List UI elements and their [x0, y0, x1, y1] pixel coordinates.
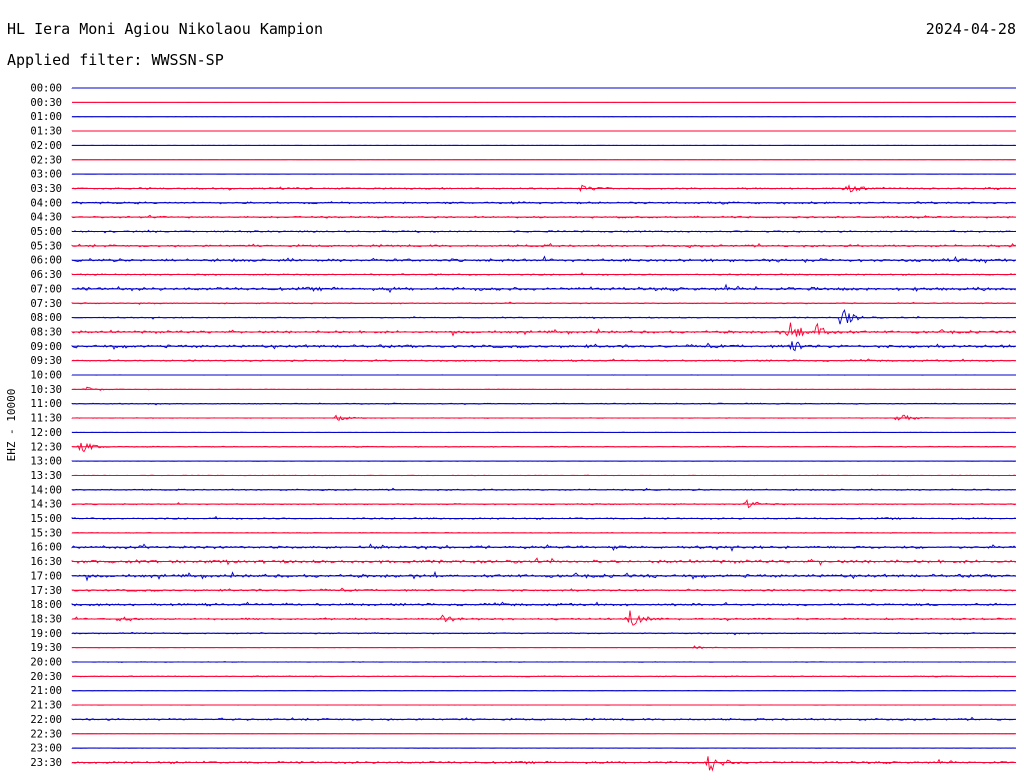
time-tick-label: 22:30 [30, 728, 62, 740]
tick-label-group: 00:00 00:30 01:00 01:30 02:00 02:30 03:00 03:30… [30, 83, 62, 769]
time-tick-label: 04:30 [30, 212, 62, 224]
filter-value: WWSSN-SP [151, 51, 224, 69]
time-tick-label: 02:30 [30, 154, 62, 166]
trace-waveform [71, 442, 1016, 453]
time-tick-label: 20:30 [30, 671, 62, 683]
trace-waveform [71, 532, 1016, 535]
time-tick-label: 04:00 [30, 197, 62, 209]
trace-waveform [71, 557, 1016, 566]
time-tick-label: 17:30 [30, 585, 62, 597]
time-tick-label: 18:00 [30, 599, 62, 611]
time-tick-label: 05:00 [30, 226, 62, 238]
trace-waveform [71, 570, 1016, 582]
time-tick-label: 21:30 [30, 700, 62, 712]
trace-waveform [71, 242, 1016, 249]
trace-waveform [71, 309, 1016, 325]
trace-waveform [71, 645, 1016, 650]
time-tick-label: 01:30 [30, 126, 62, 138]
time-tick-label: 01:00 [30, 111, 62, 123]
time-tick-label: 11:00 [30, 398, 62, 410]
filter-line: Applied filter: WWSSN-SP [7, 51, 224, 69]
trace-waveform [71, 229, 1016, 234]
time-tick-label: 22:00 [30, 714, 62, 726]
trace-waveform [71, 474, 1016, 477]
time-tick-label: 02:00 [30, 140, 62, 152]
time-tick-label: 09:00 [30, 341, 62, 353]
trace-waveform [71, 414, 1016, 422]
trace-group [71, 87, 1016, 772]
time-tick-label: 11:30 [30, 413, 62, 425]
channel-axis-label-text: EHZ - 10000 [5, 388, 18, 462]
time-tick-label: 16:30 [30, 556, 62, 568]
time-tick-label: 19:30 [30, 642, 62, 654]
time-tick-label: 23:30 [30, 757, 62, 769]
trace-waveform [71, 601, 1016, 607]
trace-waveform [71, 587, 1016, 592]
time-tick-label: 10:00 [30, 370, 62, 382]
trace-waveform [71, 631, 1016, 636]
time-tick-label: 16:00 [30, 542, 62, 554]
time-tick-label: 03:30 [30, 183, 62, 195]
time-tick-label: 09:30 [30, 355, 62, 367]
trace-waveform [71, 184, 1016, 193]
trace-waveform [71, 386, 1016, 391]
trace-waveform [71, 255, 1016, 264]
time-tick-label: 23:00 [30, 743, 62, 755]
trace-waveform [71, 487, 1016, 492]
trace-waveform [71, 283, 1016, 294]
trace-waveform [71, 358, 1016, 363]
channel-axis-label: EHZ - 10000 [5, 389, 19, 462]
trace-waveform [71, 341, 1016, 352]
time-tick-label: 06:30 [30, 269, 62, 281]
trace-waveform [71, 201, 1016, 205]
time-tick-label: 10:30 [30, 384, 62, 396]
time-tick-label: 08:00 [30, 312, 62, 324]
time-tick-label: 13:30 [30, 470, 62, 482]
trace-waveform [71, 301, 1016, 305]
time-tick-label: 14:00 [30, 484, 62, 496]
time-tick-label: 19:00 [30, 628, 62, 640]
trace-waveform [72, 675, 1016, 678]
time-tick-label: 12:00 [30, 427, 62, 439]
plot-date: 2024-04-28 [925, 20, 1016, 38]
time-tick-label: 15:00 [30, 513, 62, 525]
time-tick-label: 21:00 [30, 685, 62, 697]
trace-waveform [71, 756, 1016, 772]
time-tick-label: 00:00 [30, 83, 62, 95]
time-tick-label: 07:00 [30, 283, 62, 295]
time-tick-label: 05:30 [30, 240, 62, 252]
time-tick-label: 08:30 [30, 326, 62, 338]
trace-waveform [71, 716, 1016, 721]
time-tick-label: 14:30 [30, 499, 62, 511]
time-tick-label: 17:00 [30, 570, 62, 582]
time-tick-label: 18:30 [30, 613, 62, 625]
time-tick-label: 00:30 [30, 97, 62, 109]
filter-label: Applied filter: [7, 51, 143, 69]
time-tick-label: 03:00 [30, 169, 62, 181]
trace-waveform [71, 272, 1016, 276]
time-tick-label: 15:30 [30, 527, 62, 539]
trace-waveform [71, 214, 1016, 219]
trace-waveform [71, 661, 1016, 663]
time-tick-label: 07:30 [30, 298, 62, 310]
trace-waveform [71, 610, 1016, 626]
trace-waveform [71, 543, 1016, 552]
time-tick-label: 06:00 [30, 255, 62, 267]
time-tick-label: 12:30 [30, 441, 62, 453]
trace-waveform [71, 402, 1016, 406]
trace-waveform [71, 515, 1016, 521]
trace-waveform [71, 498, 1016, 509]
time-tick-label: 20:00 [30, 657, 62, 669]
station-title: HL Iera Moni Agiou Nikolaou Kampion [7, 20, 324, 38]
time-tick-label: 13:00 [30, 456, 62, 468]
trace-waveform [71, 322, 1016, 337]
